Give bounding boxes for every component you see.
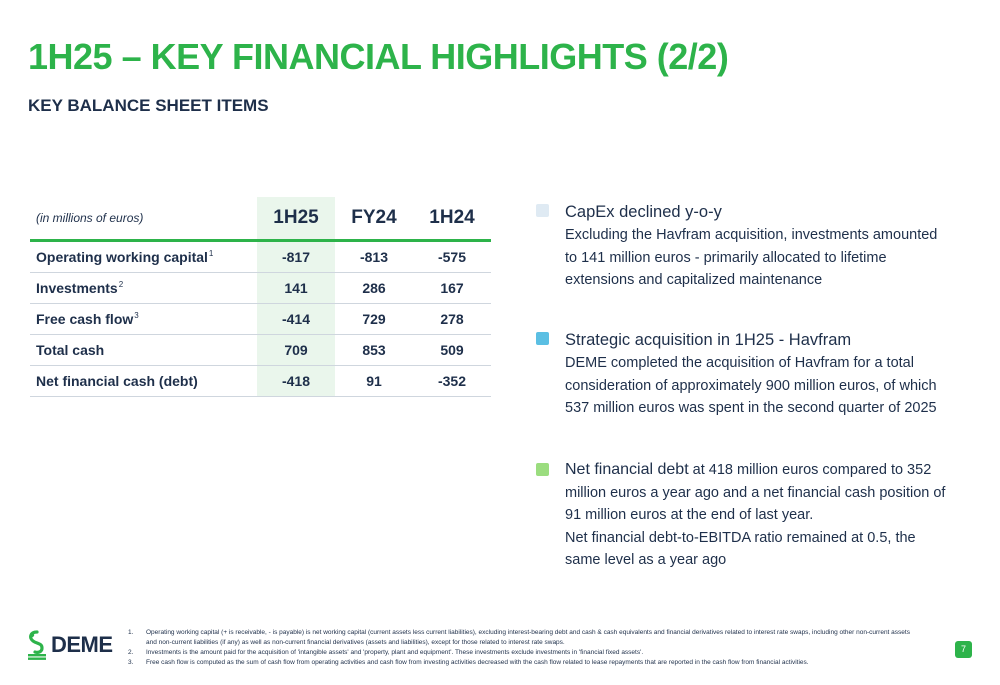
- bullet-square-icon: [536, 332, 549, 345]
- unit-label: (in millions of euros): [30, 197, 257, 242]
- table-cell: 167: [413, 272, 491, 304]
- table-cell: 853: [335, 334, 413, 366]
- highlight-body: at 418 million euros compared to 352 mil…: [565, 462, 946, 523]
- footnote: 2. Investments is the amount paid for the…: [128, 648, 918, 658]
- table-cell: -575: [413, 240, 491, 273]
- footnotes: 1. Operating working capital (+ is receiv…: [128, 628, 918, 668]
- bullet-square-icon: [536, 463, 549, 476]
- balance-sheet-table: (in millions of euros) 1H25 FY24 1H24 Op…: [30, 197, 491, 397]
- row-label-text: Free cash flow: [36, 311, 134, 327]
- table-cell: 709: [257, 334, 335, 366]
- footnote-text: Investments is the amount paid for the a…: [146, 649, 644, 656]
- row-label: Investments2: [30, 272, 257, 304]
- footnote-ref: 2: [118, 280, 124, 290]
- table-cell: 286: [335, 272, 413, 304]
- row-label: Free cash flow3: [30, 303, 257, 335]
- footnote-number: 3.: [128, 659, 134, 666]
- table-cell: 729: [335, 303, 413, 335]
- footnote: 1. Operating working capital (+ is receiv…: [128, 628, 918, 648]
- row-label-text: Operating working capital: [36, 249, 208, 265]
- table-cell: 91: [335, 365, 413, 397]
- logo-wordmark: DEME: [51, 632, 113, 657]
- table-cell: -352: [413, 365, 491, 397]
- table-row: Total cash 709 853 509: [30, 334, 491, 366]
- highlight-acquisition: Strategic acquisition in 1H25 - Havfram …: [536, 328, 946, 420]
- footnote-ref: 1: [208, 249, 214, 259]
- footnote: 3. Free cash flow is computed as the sum …: [128, 658, 918, 668]
- column-header-1h25: 1H25: [257, 197, 335, 242]
- highlight-lead: Net financial debt: [565, 461, 689, 478]
- table-cell: 141: [257, 272, 335, 304]
- highlight-heading: Strategic acquisition in 1H25 - Havfram: [565, 331, 852, 349]
- footnote-text: Free cash flow is computed as the sum of…: [146, 659, 809, 666]
- table-header-row: (in millions of euros) 1H25 FY24 1H24: [30, 197, 491, 242]
- footnote-text: Operating working capital (+ is receivab…: [146, 629, 910, 646]
- table-cell: -817: [257, 240, 335, 273]
- bullet-square-icon: [536, 204, 549, 217]
- highlight-capex: CapEx declined y-o-y Excluding the Havfr…: [536, 200, 946, 292]
- table-cell: 509: [413, 334, 491, 366]
- section-subtitle: KEY BALANCE SHEET ITEMS: [28, 96, 269, 115]
- table-cell: 278: [413, 303, 491, 335]
- deme-logo-icon: [28, 630, 46, 660]
- row-label-text: Total cash: [36, 342, 105, 358]
- table-cell: -418: [257, 365, 335, 397]
- table-row: Operating working capital1 -817 -813 -57…: [30, 240, 491, 273]
- row-label: Total cash: [30, 334, 257, 366]
- highlight-net-financial-debt: Net financial debt at 418 million euros …: [536, 459, 946, 572]
- page-number: 7: [955, 641, 972, 658]
- row-label-text: Investments: [36, 280, 118, 296]
- footnote-number: 2.: [128, 649, 134, 656]
- column-header-1h24: 1H24: [413, 197, 491, 242]
- table-row: Net financial cash (debt) -418 91 -352: [30, 365, 491, 397]
- column-header-fy24: FY24: [335, 197, 413, 242]
- highlight-body: Excluding the Havfram acquisition, inves…: [565, 227, 938, 288]
- table-row: Free cash flow3 -414 729 278: [30, 303, 491, 335]
- footnote-number: 1.: [128, 629, 134, 636]
- highlight-heading: CapEx declined y-o-y: [565, 203, 722, 221]
- row-label: Operating working capital1: [30, 240, 257, 273]
- row-label-text: Net financial cash (debt): [36, 373, 198, 389]
- highlight-body-2: Net financial debt-to-EBITDA ratio remai…: [565, 529, 916, 569]
- page-title: 1H25 – KEY FINANCIAL HIGHLIGHTS (2/2): [28, 36, 729, 77]
- table-row: Investments2 141 286 167: [30, 272, 491, 304]
- table-cell: -414: [257, 303, 335, 335]
- row-label: Net financial cash (debt): [30, 365, 257, 397]
- table-cell: -813: [335, 240, 413, 273]
- footnote-ref: 3: [134, 311, 139, 321]
- deme-logo: DEME: [26, 630, 113, 660]
- highlight-body: DEME completed the acquisition of Havfra…: [565, 355, 937, 416]
